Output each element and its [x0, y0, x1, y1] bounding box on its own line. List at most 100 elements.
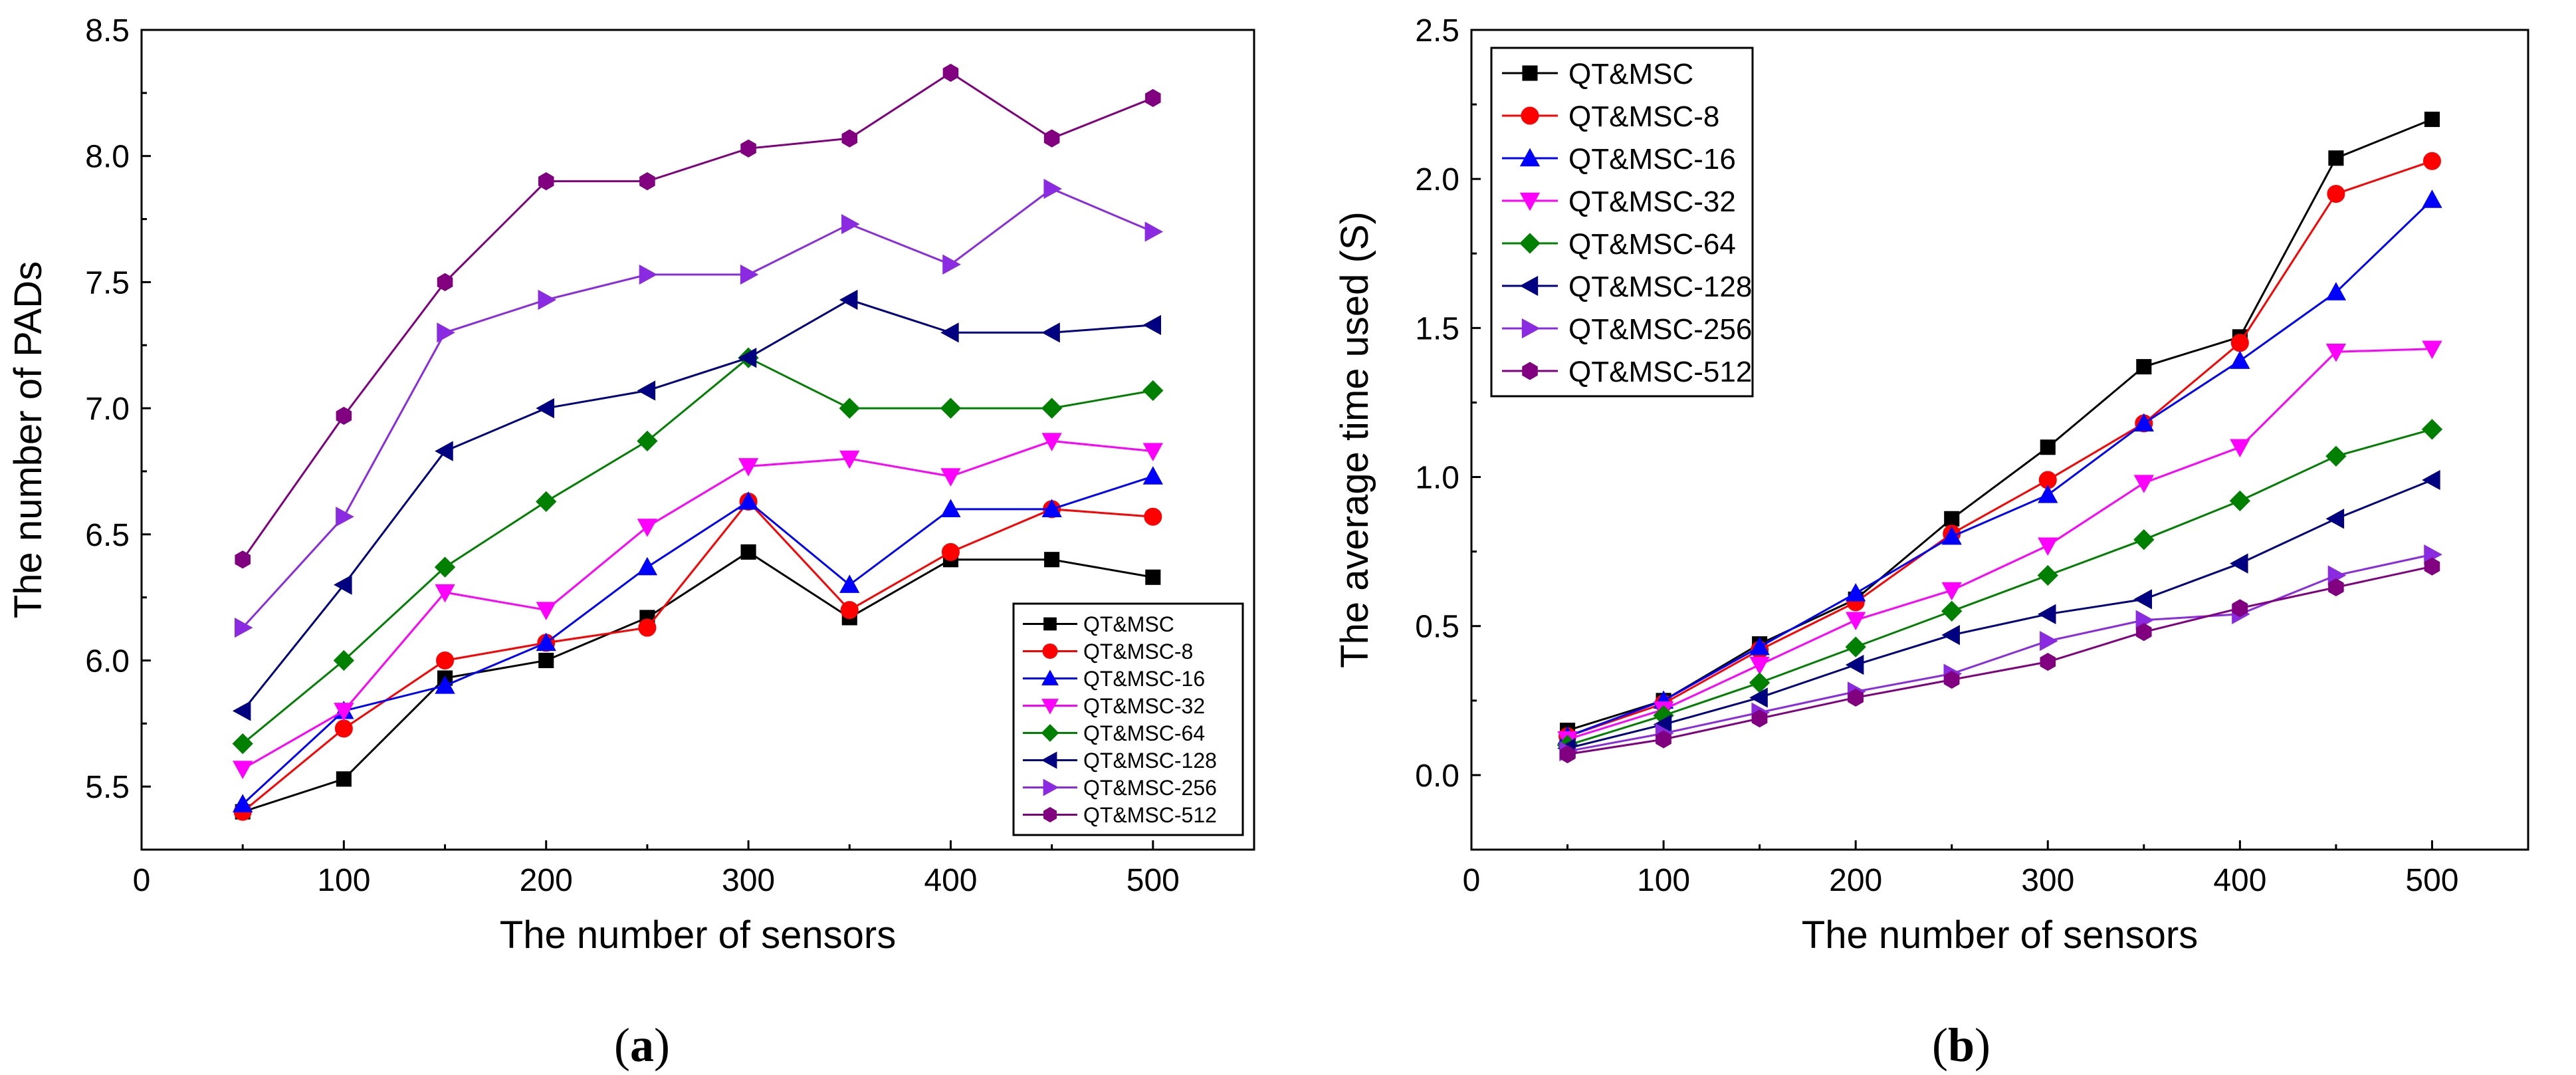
- data-point: [841, 129, 858, 148]
- data-point: [942, 254, 961, 275]
- data-point: [336, 771, 352, 787]
- legend-label: QT&MSC-8: [1568, 100, 1719, 133]
- legend-marker: [1041, 751, 1057, 769]
- legend-marker: [1043, 806, 1057, 823]
- series-line: [242, 356, 1154, 745]
- data-point: [1142, 443, 1163, 461]
- series-line: [1567, 565, 2432, 756]
- data-point: [1941, 526, 1962, 545]
- legend-marker: [1522, 65, 1538, 81]
- legend-label: QT&MSC-8: [1083, 640, 1193, 663]
- x-axis-label: The number of sensors: [500, 913, 896, 957]
- data-point: [639, 264, 658, 285]
- plot-frame: [140, 29, 1255, 851]
- data-point: [2422, 469, 2440, 491]
- data-point: [941, 542, 960, 561]
- legend-label: QT&MSC: [1568, 58, 1693, 90]
- series-group: [233, 433, 1163, 779]
- series-line: [1567, 160, 2432, 738]
- legend-label: QT&MSC-128: [1568, 271, 1752, 303]
- series-group: [1559, 544, 2442, 762]
- data-point: [1749, 636, 1770, 656]
- legend-label: QT&MSC-16: [1083, 667, 1205, 691]
- data-point: [2136, 623, 2152, 642]
- data-point: [436, 651, 455, 669]
- data-point: [1751, 709, 1768, 728]
- legend-marker: [1519, 192, 1541, 211]
- series-line: [241, 71, 1154, 560]
- data-point: [336, 406, 352, 425]
- data-point: [437, 273, 453, 291]
- data-point: [740, 264, 759, 285]
- data-point: [2229, 490, 2251, 512]
- x-tick-label: 0: [1463, 863, 1481, 898]
- legend-marker: [1042, 644, 1058, 659]
- data-point: [233, 761, 253, 779]
- data-point: [1941, 625, 1960, 646]
- data-point: [1656, 730, 1671, 749]
- data-point: [536, 602, 556, 620]
- data-point: [437, 322, 455, 343]
- y-tick-label: 1.5: [1415, 311, 1459, 346]
- data-point: [1559, 745, 1576, 764]
- data-point: [839, 450, 860, 469]
- y-tick-label: 5.5: [85, 770, 130, 805]
- data-point: [1943, 670, 1960, 689]
- data-point: [1142, 380, 1164, 402]
- data-point: [940, 398, 962, 419]
- legend-marker: [1519, 233, 1541, 254]
- legend-label: QT&MSC-16: [1568, 143, 1736, 176]
- series-group: [234, 178, 1164, 638]
- series-line: [1567, 428, 2432, 747]
- x-tick-label: 400: [2213, 863, 2266, 898]
- legend-label: QT&MSC-512: [1568, 356, 1752, 388]
- data-point: [1041, 398, 1063, 419]
- legend-marker: [1519, 275, 1539, 297]
- chart-panel-a: 0 100 200 300 400 500 5.5 6.0 6.5 7.0 7.5 8.0 8.5 The…: [7, 13, 1255, 1072]
- legend-marker: [1519, 148, 1541, 167]
- data-point: [434, 556, 456, 578]
- data-point: [1941, 600, 1963, 622]
- data-point: [1749, 687, 1768, 708]
- data-point: [1144, 507, 1162, 526]
- x-tick-label: 200: [1829, 863, 1882, 898]
- y-tick-label: 6.5: [85, 518, 130, 553]
- x-axis-label: The number of sensors: [1802, 913, 2198, 957]
- data-point: [435, 584, 455, 603]
- legend-label: QT&MSC-256: [1568, 313, 1752, 346]
- data-point: [1041, 499, 1062, 518]
- x-tick-label: 500: [2405, 863, 2458, 898]
- data-point: [839, 398, 860, 419]
- data-point: [1145, 88, 1161, 108]
- data-point: [2230, 439, 2250, 458]
- legend-label: QT&MSC-256: [1083, 776, 1217, 800]
- data-point: [2230, 350, 2250, 369]
- data-point: [637, 556, 658, 576]
- data-point: [2325, 344, 2347, 362]
- data-point: [435, 441, 453, 461]
- y-tick-label: 7.5: [85, 265, 130, 300]
- data-point: [1044, 552, 1060, 568]
- series-line: [242, 299, 1153, 712]
- legend-label: QT&MSC-32: [1568, 185, 1736, 218]
- x-tick-label: 200: [520, 863, 573, 898]
- data-point: [435, 675, 455, 694]
- data-point: [536, 491, 557, 513]
- x-tick-label: 500: [1127, 863, 1180, 898]
- chart-a-svg: 0 100 200 300 400 500 5.5 6.0 6.5 7.0 7.5 8.0 8.5 The…: [7, 13, 1255, 1072]
- data-point: [940, 499, 961, 518]
- data-point: [1845, 654, 1864, 675]
- y-axis-label: The average time used (S): [1333, 211, 1376, 668]
- panel-caption: (b): [1932, 1018, 1990, 1072]
- series-line: [242, 500, 1153, 813]
- series-group: [1556, 419, 2443, 756]
- y-tick-label: 8.5: [85, 13, 130, 49]
- series-line: [242, 439, 1153, 770]
- data-point: [2325, 509, 2345, 529]
- data-point: [536, 398, 554, 419]
- data-point: [839, 289, 858, 310]
- data-point: [1749, 656, 1770, 675]
- series-line: [1567, 348, 2432, 741]
- data-point: [1848, 688, 1864, 707]
- legend-marker: [1043, 617, 1057, 631]
